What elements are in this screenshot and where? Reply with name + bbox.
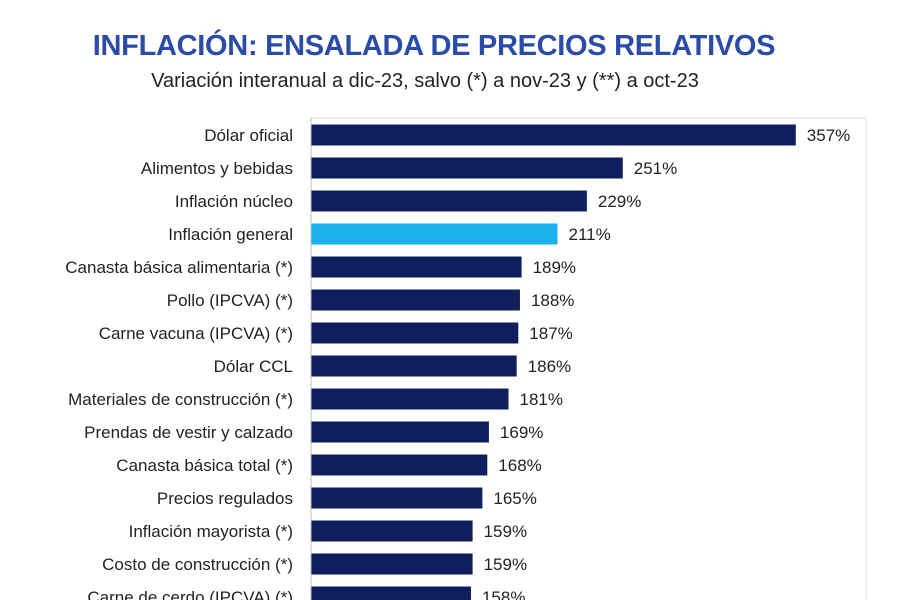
bar (311, 454, 488, 476)
bar (311, 157, 623, 179)
category-label: Inflación general (168, 225, 293, 244)
value-label: 189% (533, 258, 576, 277)
value-label: 187% (529, 324, 572, 343)
category-label: Carne de cerdo (IPCVA) (*) (87, 588, 293, 600)
category-label: Materiales de construcción (*) (68, 390, 293, 409)
category-label: Inflación núcleo (175, 192, 293, 211)
category-label: Carne vacuna (IPCVA) (*) (99, 324, 293, 343)
bar (311, 487, 483, 509)
category-label: Dólar oficial (204, 126, 293, 145)
category-label: Prendas de vestir y calzado (84, 423, 293, 442)
bar (311, 289, 520, 311)
bar (311, 520, 473, 542)
bar (311, 553, 473, 575)
chart-title: INFLACIÓN: ENSALADA DE PRECIOS RELATIVOS (92, 30, 776, 62)
category-label: Costo de construcción (*) (102, 555, 293, 574)
bar (311, 322, 519, 344)
category-label: Canasta básica alimentaria (*) (65, 258, 293, 277)
bar (311, 223, 558, 245)
value-label: 357% (807, 126, 850, 145)
value-label: 211% (568, 225, 610, 244)
value-label: 229% (598, 192, 641, 211)
value-label: 181% (520, 390, 563, 409)
bar (311, 256, 522, 278)
bar (311, 124, 796, 146)
value-label: 251% (634, 159, 677, 178)
value-label: 188% (531, 291, 574, 310)
category-label: Dólar CCL (214, 357, 293, 376)
chart-subtitle: Variación interanual a dic-23, salvo (*)… (151, 70, 699, 92)
category-label: Pollo (IPCVA) (*) (167, 291, 293, 310)
bar (311, 388, 509, 410)
value-label: 165% (493, 489, 536, 508)
value-label: 159% (484, 522, 527, 541)
category-label: Precios regulados (157, 489, 293, 508)
category-label: Alimentos y bebidas (141, 159, 293, 178)
bar (311, 355, 517, 377)
value-label: 186% (528, 357, 571, 376)
bar (311, 190, 587, 212)
value-label: 159% (484, 555, 527, 574)
value-label: 168% (498, 456, 541, 475)
category-label: Inflación mayorista (*) (129, 522, 293, 541)
category-label: Canasta básica total (*) (116, 456, 293, 475)
bar (311, 421, 489, 443)
bar (311, 586, 471, 600)
value-label: 169% (500, 423, 543, 442)
value-label: 158% (482, 588, 525, 600)
